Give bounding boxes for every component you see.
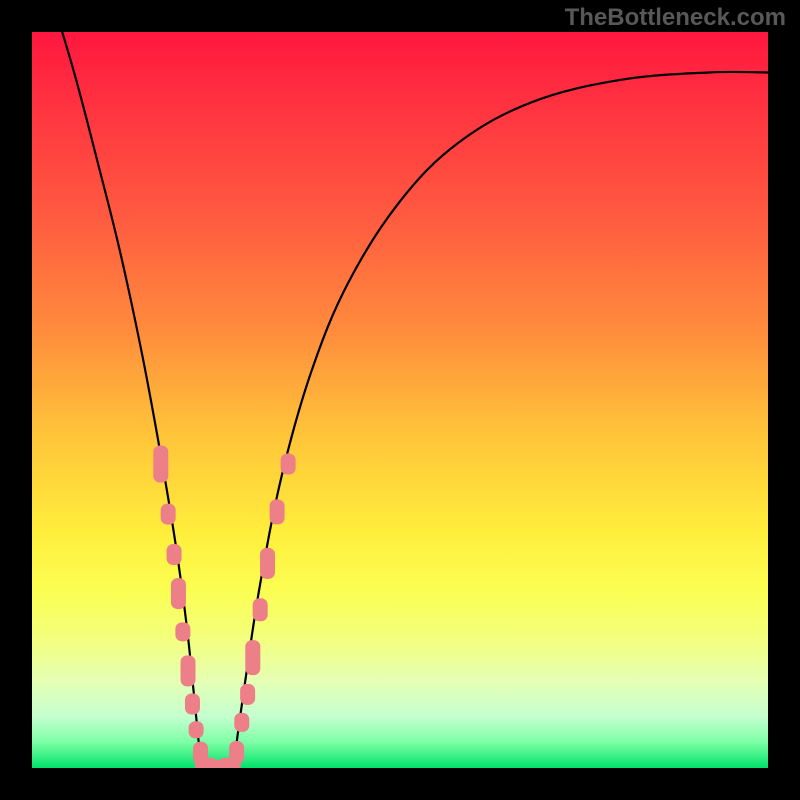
data-marker [176, 623, 190, 641]
data-marker [281, 454, 295, 474]
data-marker [181, 656, 195, 686]
bottleneck-chart: TheBottleneck.com [0, 0, 800, 800]
gradient-background [32, 32, 768, 768]
data-marker [154, 446, 168, 482]
border-bottom [0, 768, 800, 800]
data-marker [161, 504, 175, 524]
data-marker [246, 641, 260, 675]
data-marker [230, 742, 244, 764]
data-marker [253, 599, 267, 621]
border-left [0, 0, 32, 800]
data-marker [235, 713, 249, 731]
data-marker [185, 694, 199, 714]
data-marker [167, 545, 181, 565]
data-marker [261, 548, 275, 578]
data-marker [189, 722, 203, 738]
watermark-text: TheBottleneck.com [565, 4, 786, 32]
border-right [768, 0, 800, 800]
data-marker [241, 684, 255, 704]
data-marker [171, 579, 185, 609]
data-marker [270, 500, 284, 524]
chart-svg [0, 0, 800, 800]
